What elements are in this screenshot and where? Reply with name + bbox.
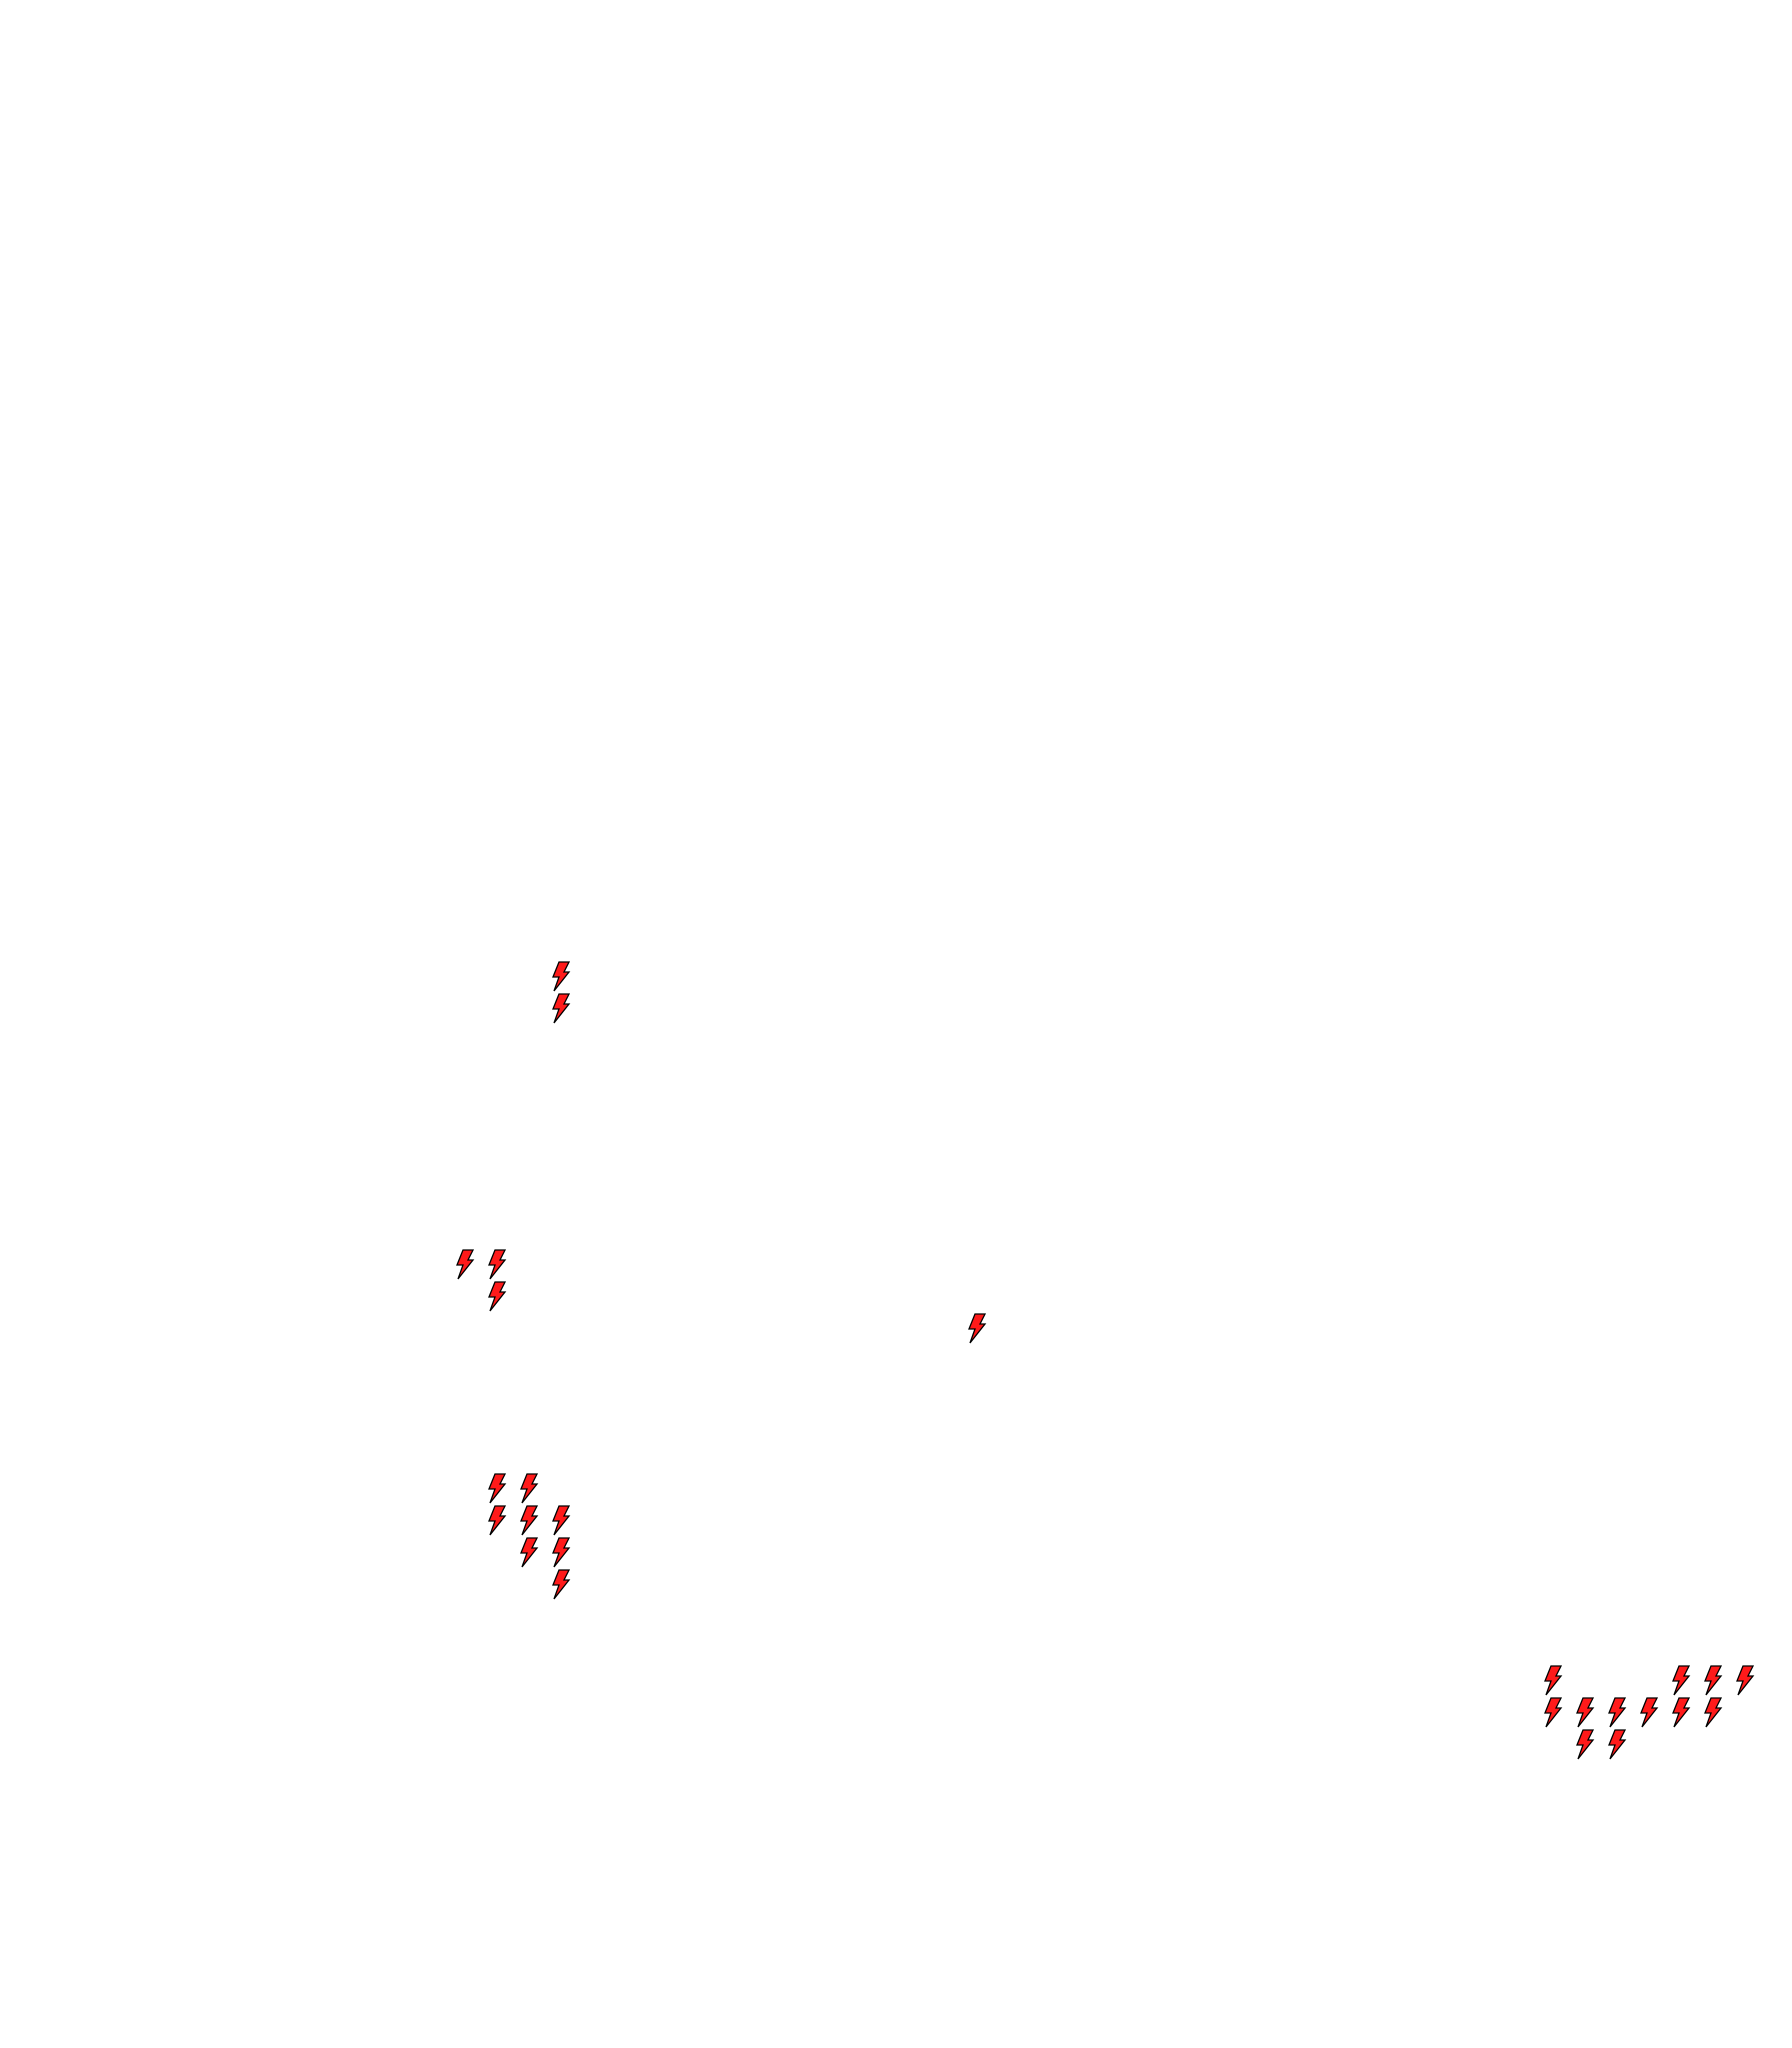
lightning-bolt-icon xyxy=(1671,1665,1691,1696)
lightning-bolt-icon xyxy=(455,1249,475,1280)
lightning-bolt-icon xyxy=(967,1313,987,1344)
lightning-bolt-icon xyxy=(1607,1697,1627,1728)
lightning-bolt-icon xyxy=(551,1569,571,1600)
lightning-bolt-icon xyxy=(551,961,571,992)
lightning-bolt-icon xyxy=(519,1537,539,1568)
lightning-bolt-icon xyxy=(1575,1697,1595,1728)
lightning-bolt-icon xyxy=(551,1537,571,1568)
lightning-bolt-icon xyxy=(1543,1665,1563,1696)
lightning-bolt-icon xyxy=(551,993,571,1024)
lightning-bolt-icon xyxy=(1703,1697,1723,1728)
lightning-bolt-icon xyxy=(1639,1697,1659,1728)
lightning-bolt-icon xyxy=(487,1281,507,1312)
lightning-bolt-icon xyxy=(551,1505,571,1536)
lightning-bolt-icon xyxy=(487,1473,507,1504)
lightning-bolt-icon xyxy=(1735,1665,1755,1696)
lightning-bolt-icon xyxy=(1607,1729,1627,1760)
lightning-bolt-icon xyxy=(1575,1729,1595,1760)
lightning-bolt-icon xyxy=(487,1249,507,1280)
lightning-bolt-icon xyxy=(519,1505,539,1536)
lightning-bolt-icon xyxy=(1671,1697,1691,1728)
lightning-bolt-icon xyxy=(1543,1697,1563,1728)
lightning-bolt-icon xyxy=(519,1473,539,1504)
lightning-bolt-icon xyxy=(1703,1665,1723,1696)
lightning-bolt-icon xyxy=(487,1505,507,1536)
